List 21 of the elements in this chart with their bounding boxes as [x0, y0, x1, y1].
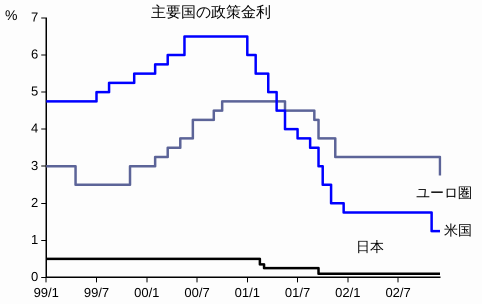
- y-axis-title: %: [5, 6, 18, 23]
- x-tick-label: 99/7: [84, 284, 110, 300]
- x-tick-label: 99/1: [34, 284, 59, 300]
- x-tick-label: 01/7: [284, 284, 310, 300]
- y-tick-label: 7: [30, 10, 38, 25]
- x-tick-label: 01/1: [234, 284, 260, 300]
- x-tick-label: 02/1: [335, 284, 360, 300]
- y-tick-label: 3: [30, 158, 38, 173]
- series-label: ユーロ圏: [416, 184, 472, 200]
- x-tick-label: 02/7: [385, 284, 411, 300]
- y-tick-label: 1: [30, 232, 38, 247]
- chart-title: 主要国の政策金利: [151, 4, 272, 22]
- series-label: 日本: [356, 238, 384, 255]
- y-tick-label: 4: [30, 120, 38, 136]
- y-tick-label: 5: [30, 84, 38, 99]
- x-tick-label: 00/1: [134, 284, 160, 300]
- series-label: 米国: [444, 222, 472, 238]
- x-tick-label: 00/7: [184, 284, 210, 300]
- y-tick-label: 6: [30, 46, 38, 62]
- y-tick-label: 2: [30, 194, 38, 210]
- y-tick-label: 0: [30, 268, 38, 284]
